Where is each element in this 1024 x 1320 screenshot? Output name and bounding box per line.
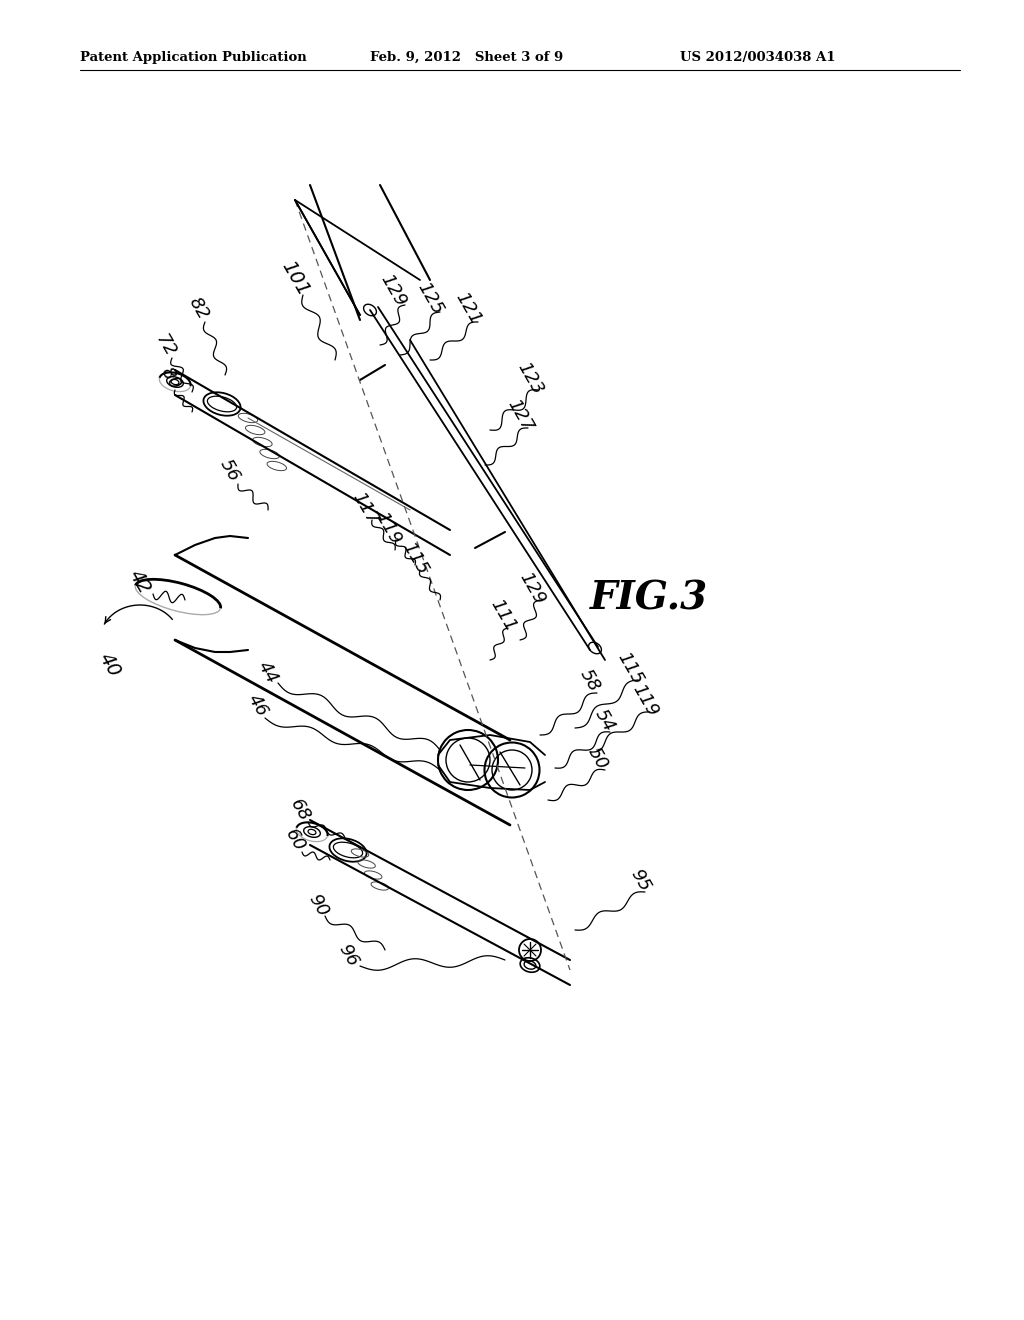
Text: 117: 117 <box>348 488 381 528</box>
Text: 119: 119 <box>629 681 662 719</box>
Text: 56: 56 <box>216 455 244 484</box>
Text: 82: 82 <box>184 293 212 322</box>
Text: 80: 80 <box>157 363 183 392</box>
Text: 121: 121 <box>452 289 484 327</box>
Text: 125: 125 <box>414 279 446 317</box>
Text: Patent Application Publication: Patent Application Publication <box>80 50 307 63</box>
Text: 111: 111 <box>486 595 519 635</box>
Text: 90: 90 <box>304 891 332 920</box>
Text: 46: 46 <box>245 690 271 719</box>
Text: 129: 129 <box>377 271 410 309</box>
Text: 42: 42 <box>126 566 155 598</box>
Text: Feb. 9, 2012   Sheet 3 of 9: Feb. 9, 2012 Sheet 3 of 9 <box>370 50 563 63</box>
Text: 50: 50 <box>585 743 611 772</box>
Text: US 2012/0034038 A1: US 2012/0034038 A1 <box>680 50 836 63</box>
Text: 129: 129 <box>515 569 549 607</box>
Text: 119: 119 <box>372 508 404 548</box>
Text: 115: 115 <box>613 648 646 688</box>
Text: 127: 127 <box>504 396 537 434</box>
Text: 95: 95 <box>627 866 653 895</box>
Text: 123: 123 <box>514 359 547 397</box>
Text: 96: 96 <box>335 941 361 969</box>
Text: 68: 68 <box>287 796 313 825</box>
Text: 72: 72 <box>152 330 178 359</box>
Text: 60: 60 <box>282 825 308 854</box>
Text: 101: 101 <box>278 257 312 298</box>
Text: 115: 115 <box>398 539 431 577</box>
Text: 40: 40 <box>95 649 124 681</box>
Text: 44: 44 <box>254 657 282 686</box>
Text: 54: 54 <box>592 706 618 734</box>
Text: FIG.3: FIG.3 <box>590 579 709 616</box>
Text: 58: 58 <box>577 665 603 694</box>
